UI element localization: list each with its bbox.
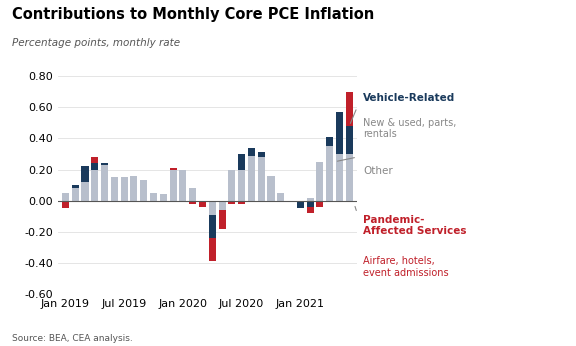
Bar bbox=[248, 156, 255, 201]
Bar bbox=[130, 176, 138, 201]
Bar bbox=[248, 148, 255, 156]
Bar bbox=[189, 188, 196, 201]
Bar bbox=[336, 112, 343, 154]
Bar bbox=[238, 154, 245, 170]
Bar bbox=[62, 201, 69, 208]
Bar bbox=[62, 193, 69, 201]
Bar bbox=[267, 176, 275, 201]
Text: Source: BEA, CEA analysis.: Source: BEA, CEA analysis. bbox=[12, 334, 132, 343]
Bar bbox=[277, 193, 285, 201]
Text: Pandemic-
Affected Services: Pandemic- Affected Services bbox=[363, 215, 467, 236]
Bar bbox=[199, 201, 206, 207]
Bar bbox=[228, 201, 236, 204]
Text: Vehicle-Related: Vehicle-Related bbox=[363, 93, 455, 103]
Text: Contributions to Monthly Core PCE Inflation: Contributions to Monthly Core PCE Inflat… bbox=[12, 7, 374, 22]
Bar bbox=[316, 162, 324, 201]
Bar bbox=[189, 201, 196, 204]
Bar bbox=[297, 201, 304, 208]
Bar bbox=[111, 177, 118, 201]
Bar bbox=[150, 193, 157, 201]
Bar bbox=[306, 207, 314, 213]
Bar bbox=[306, 198, 314, 201]
Bar bbox=[306, 201, 314, 207]
Bar bbox=[81, 182, 89, 201]
Bar bbox=[336, 154, 343, 201]
Bar bbox=[111, 201, 118, 202]
Bar bbox=[91, 163, 98, 170]
Bar bbox=[179, 170, 187, 201]
Bar bbox=[160, 194, 167, 201]
Bar bbox=[228, 170, 236, 201]
Bar bbox=[209, 201, 216, 215]
Bar bbox=[101, 165, 108, 201]
Bar bbox=[257, 157, 265, 201]
Bar bbox=[101, 163, 108, 165]
Bar bbox=[238, 201, 245, 204]
Bar bbox=[346, 126, 353, 154]
Text: Airfare, hotels,
event admissions: Airfare, hotels, event admissions bbox=[363, 256, 449, 277]
Bar bbox=[238, 170, 245, 201]
Text: New & used, parts,
rentals: New & used, parts, rentals bbox=[363, 118, 456, 139]
Bar bbox=[326, 146, 334, 201]
Bar bbox=[169, 170, 177, 201]
Bar bbox=[130, 201, 138, 202]
Bar bbox=[91, 157, 98, 163]
Bar bbox=[209, 238, 216, 262]
Bar bbox=[91, 170, 98, 201]
Bar bbox=[81, 166, 89, 182]
Bar bbox=[326, 137, 334, 146]
Bar bbox=[71, 188, 79, 201]
Bar bbox=[346, 92, 353, 126]
Bar bbox=[169, 168, 177, 170]
Bar bbox=[71, 185, 79, 188]
Text: Percentage points, monthly rate: Percentage points, monthly rate bbox=[12, 38, 180, 48]
Bar bbox=[218, 210, 226, 229]
Bar bbox=[120, 177, 128, 201]
Bar bbox=[140, 181, 147, 201]
Bar bbox=[257, 153, 265, 157]
Bar bbox=[316, 201, 324, 207]
Bar bbox=[218, 201, 226, 210]
Text: Other: Other bbox=[363, 166, 393, 176]
Bar bbox=[209, 215, 216, 238]
Bar bbox=[346, 154, 353, 201]
